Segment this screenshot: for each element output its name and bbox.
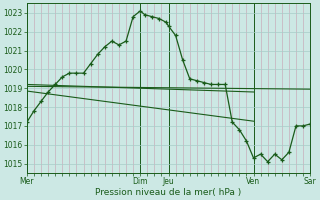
- X-axis label: Pression niveau de la mer( hPa ): Pression niveau de la mer( hPa ): [95, 188, 242, 197]
